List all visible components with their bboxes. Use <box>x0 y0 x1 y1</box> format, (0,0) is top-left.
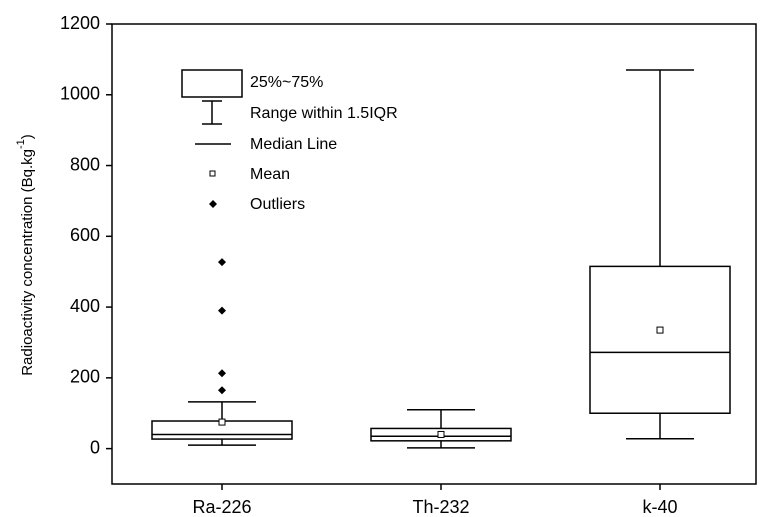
outlier <box>218 258 226 267</box>
mean-marker <box>656 326 664 334</box>
outlier <box>218 369 226 378</box>
y-tick-label: 200 <box>70 367 100 387</box>
x-tick-label: Ra-226 <box>192 497 251 517</box>
legend-mean-symbol <box>209 170 216 177</box>
plot-frame <box>111 23 757 485</box>
legend-label: 25%~75% <box>250 74 323 91</box>
legend-label: Outliers <box>250 196 305 213</box>
y-axis-label: Radioactivity concentration (Bq.kg-1) <box>15 134 36 376</box>
legend-whisker-symbol <box>202 100 222 125</box>
legend-box-symbol <box>181 69 243 98</box>
legend-outlier-symbol <box>209 200 217 208</box>
y-tick-label: 1000 <box>60 84 100 104</box>
x-tick-label: k-40 <box>642 497 677 517</box>
y-label-text: Radioactivity concentration (Bq.kg <box>19 149 36 376</box>
y-tick-label: 400 <box>70 296 100 316</box>
outlier <box>218 386 226 395</box>
y-label-sup: -1 <box>15 139 27 149</box>
y-tick-label: 1200 <box>60 13 100 33</box>
legend-label: Range within 1.5IQR <box>250 105 398 122</box>
y-label-end: ) <box>19 134 36 139</box>
x-tick-label: Th-232 <box>412 497 469 517</box>
box <box>589 265 731 414</box>
outlier <box>218 306 226 315</box>
legend-label: Median Line <box>250 136 337 153</box>
box <box>370 427 512 442</box>
legend-label: Mean <box>250 166 290 183</box>
mean-marker <box>218 418 226 426</box>
y-tick-label: 800 <box>70 154 100 174</box>
y-tick-label: 600 <box>70 225 100 245</box>
mean-marker <box>437 430 445 438</box>
y-tick-label: 0 <box>90 437 100 457</box>
